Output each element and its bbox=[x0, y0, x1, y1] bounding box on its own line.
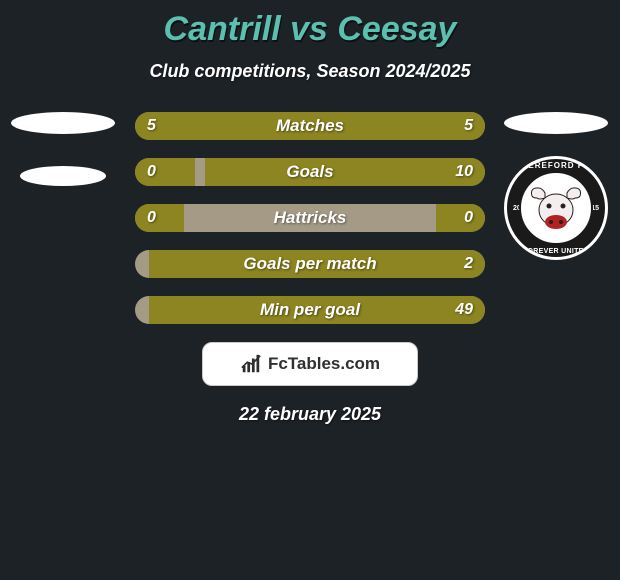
right-club-crest-area: HEREFORD FC FOREVER UNITED 20 15 bbox=[500, 112, 612, 260]
stat-value-right: 2 bbox=[464, 255, 473, 273]
right-bar-fill bbox=[436, 204, 485, 232]
left-player-markers bbox=[8, 112, 118, 186]
crest-text-top: HEREFORD FC bbox=[507, 161, 605, 170]
stats-card: Cantrill vs Ceesay Club competitions, Se… bbox=[0, 0, 620, 580]
title: Cantrill vs Ceesay bbox=[0, 0, 620, 49]
bull-icon bbox=[528, 184, 584, 232]
chart-area: HEREFORD FC FOREVER UNITED 20 15 bbox=[0, 112, 620, 425]
stat-rows: Matches 5 5 Goals 0 10 Hattricks 0 0 Goals per ma… bbox=[135, 112, 485, 324]
stat-value-left: 0 bbox=[147, 209, 156, 227]
stat-row: Goals 0 10 bbox=[135, 158, 485, 186]
stat-row: Min per goal 49 bbox=[135, 296, 485, 324]
stat-value-right: 49 bbox=[455, 301, 473, 319]
left-bar-fill bbox=[135, 158, 195, 186]
left-ellipse-1 bbox=[11, 112, 115, 134]
stat-label: Hattricks bbox=[274, 208, 347, 228]
stat-row: Hattricks 0 0 bbox=[135, 204, 485, 232]
source-badge-text: FcTables.com bbox=[268, 354, 380, 374]
stat-value-left: 5 bbox=[147, 117, 156, 135]
date: 22 february 2025 bbox=[0, 404, 620, 425]
stat-value-right: 10 bbox=[455, 163, 473, 181]
left-bar-fill bbox=[135, 204, 184, 232]
stat-label: Min per goal bbox=[260, 300, 360, 320]
stat-label: Goals bbox=[286, 162, 333, 182]
left-ellipse-2 bbox=[20, 166, 106, 186]
crest-text-bottom: FOREVER UNITED bbox=[507, 248, 605, 255]
stat-value-left: 0 bbox=[147, 163, 156, 181]
stat-value-right: 0 bbox=[464, 209, 473, 227]
stat-label: Goals per match bbox=[243, 254, 376, 274]
right-ellipse bbox=[504, 112, 608, 134]
stat-row: Goals per match 2 bbox=[135, 250, 485, 278]
stat-value-right: 5 bbox=[464, 117, 473, 135]
subtitle: Club competitions, Season 2024/2025 bbox=[0, 61, 620, 82]
chart-icon bbox=[240, 353, 262, 375]
stat-row: Matches 5 5 bbox=[135, 112, 485, 140]
club-crest: HEREFORD FC FOREVER UNITED 20 15 bbox=[504, 156, 608, 260]
stat-label: Matches bbox=[276, 116, 344, 136]
source-badge[interactable]: FcTables.com bbox=[202, 342, 418, 386]
crest-inner bbox=[519, 171, 593, 245]
right-bar-fill bbox=[205, 158, 485, 186]
